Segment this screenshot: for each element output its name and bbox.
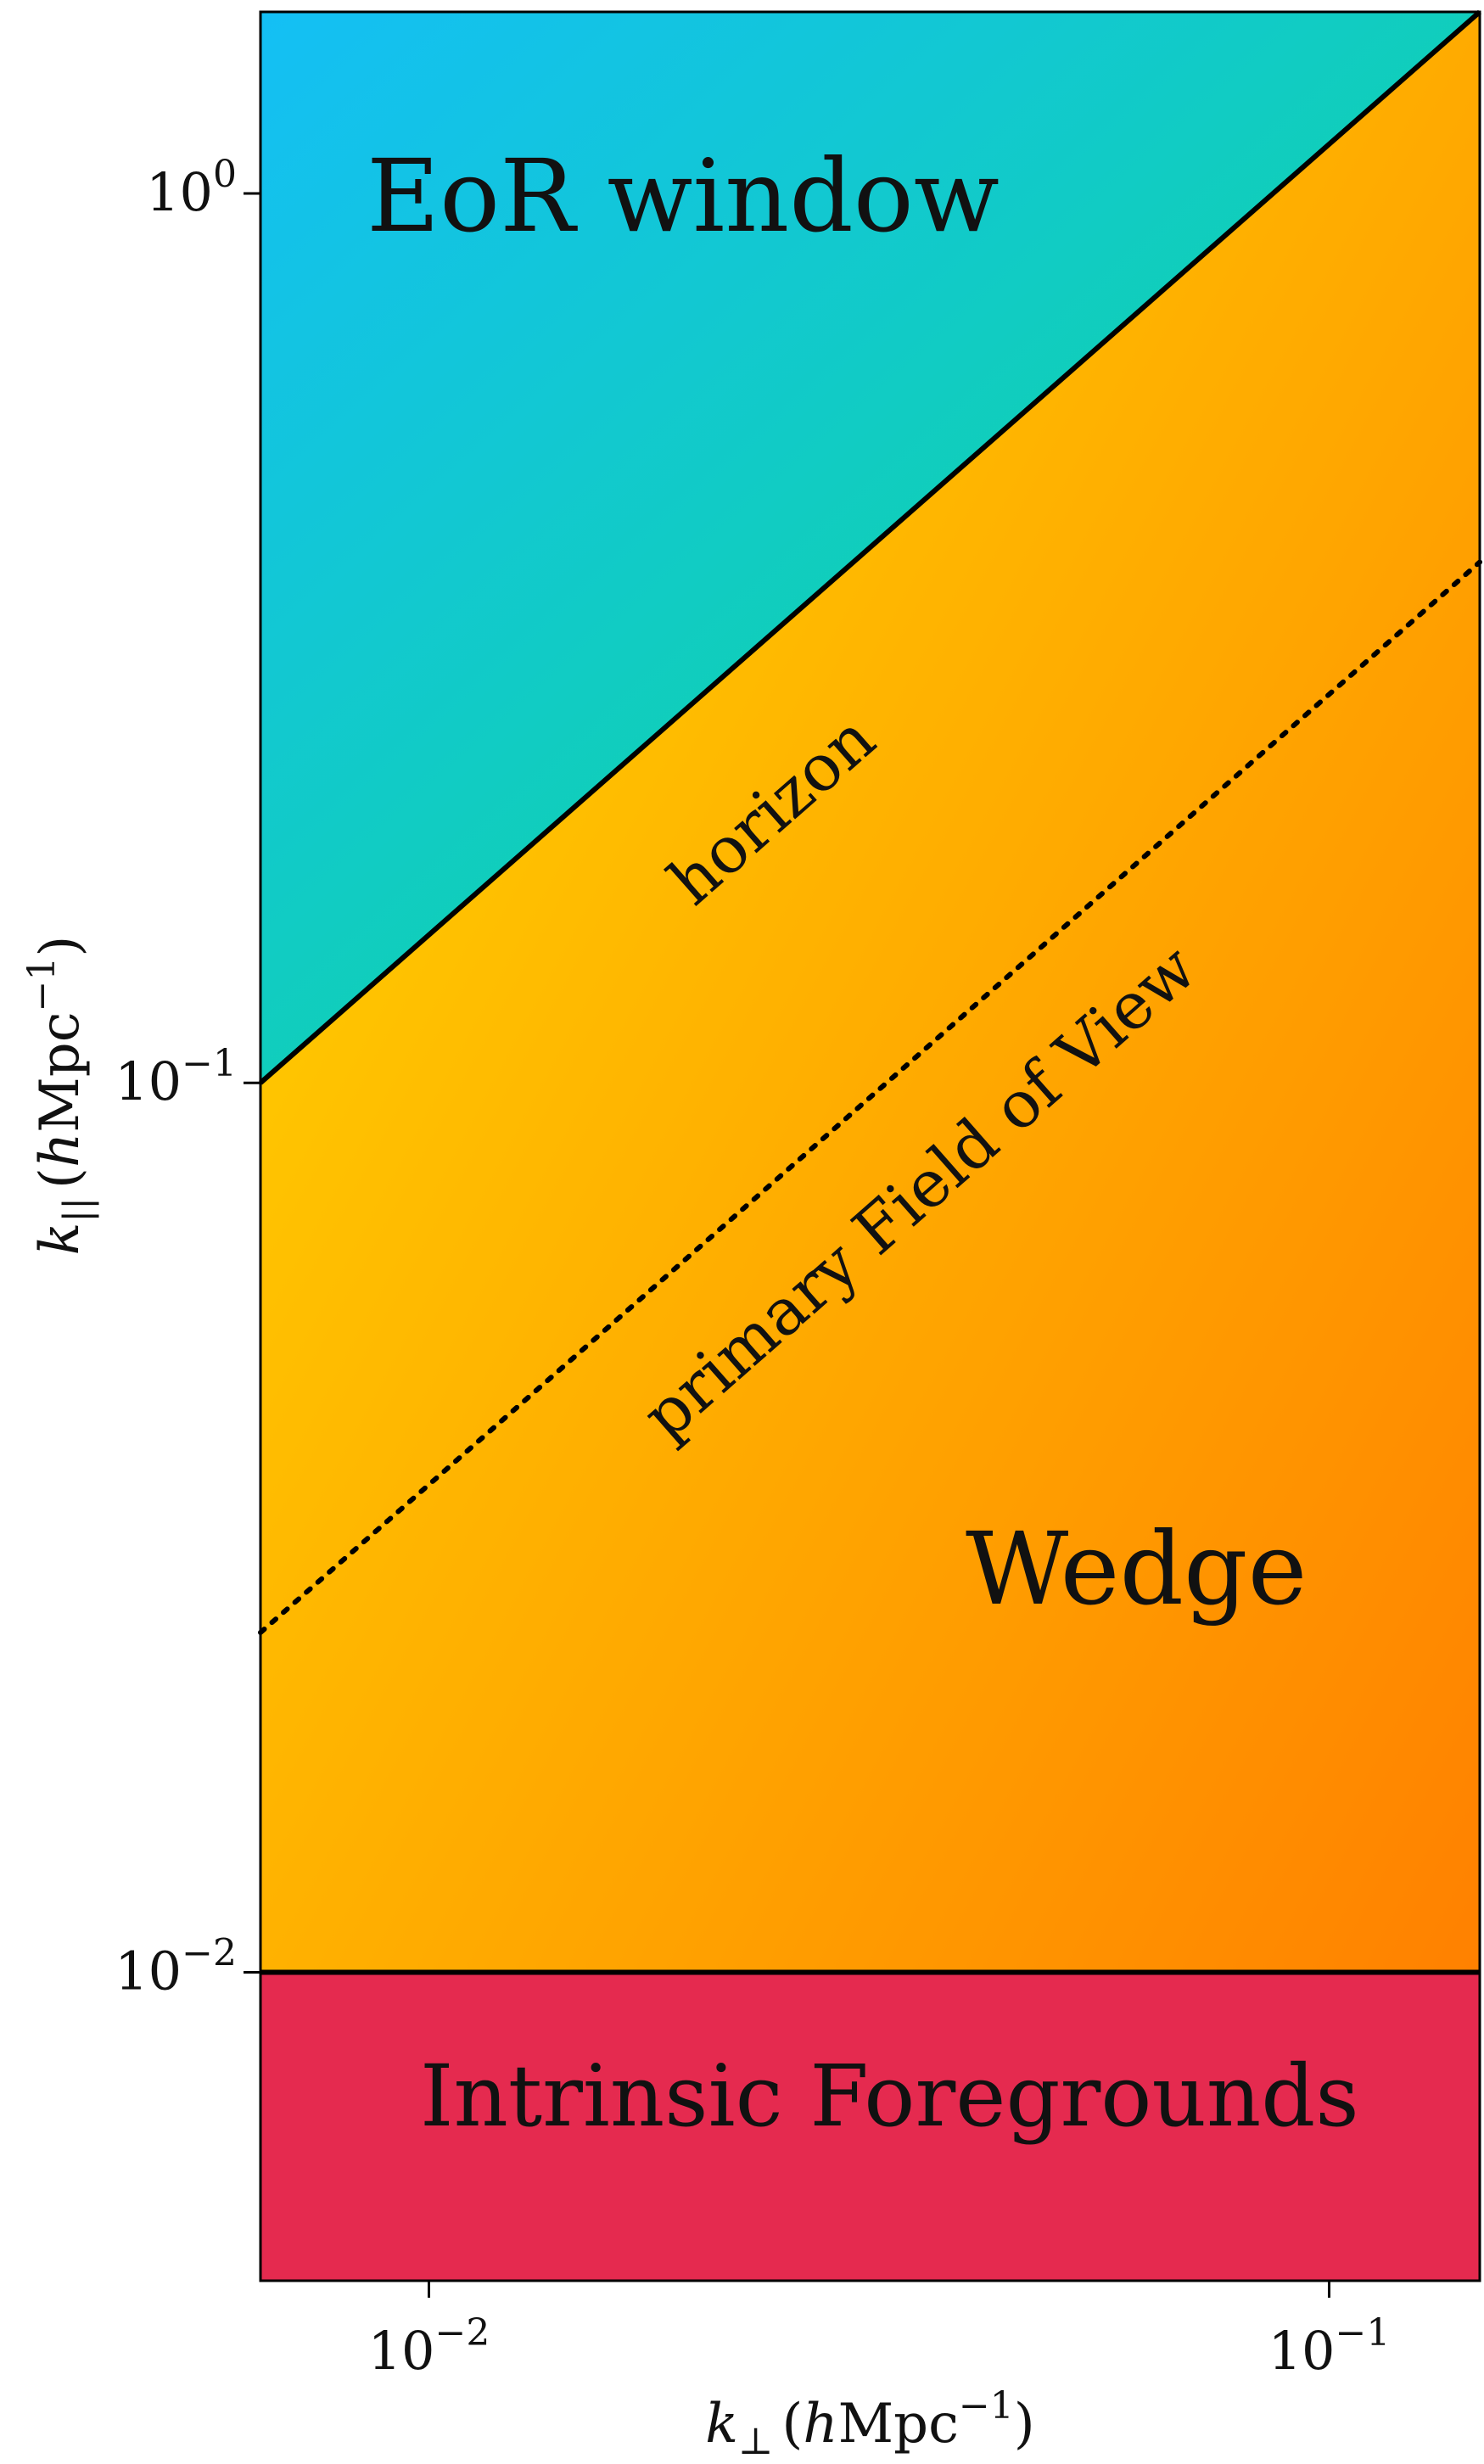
wedge-label: Wedge: [966, 1510, 1307, 1627]
y-tick-label: 10−1: [115, 1042, 237, 1112]
fov-line: [258, 559, 1482, 1636]
x-axis-label: k⊥ (hMpc−1): [705, 2384, 1035, 2463]
x-tick-label: 10−2: [368, 2311, 490, 2382]
y-axis-label: k||(hMpc−1): [20, 936, 99, 1256]
horizon-line: [259, 9, 1481, 1085]
y-tick-label: 100: [146, 153, 237, 223]
plot-area: EoR window Wedge Intrinsic Foregrounds h…: [258, 9, 1482, 2282]
intrinsic-foregrounds-region: [260, 1972, 1480, 2281]
eor-window-label: EoR window: [367, 137, 1000, 255]
y-tick-label: 10−2: [115, 1931, 237, 2002]
x-tick-label: 10−1: [1268, 2311, 1391, 2382]
plot-frame: [259, 10, 1481, 2282]
y-axis-ticks: 10−2 10−1 100: [115, 153, 260, 2002]
intrinsic-foregrounds-label: Intrinsic Foregrounds: [420, 2047, 1359, 2146]
x-axis-ticks: 10−2 10−1: [368, 2281, 1391, 2382]
